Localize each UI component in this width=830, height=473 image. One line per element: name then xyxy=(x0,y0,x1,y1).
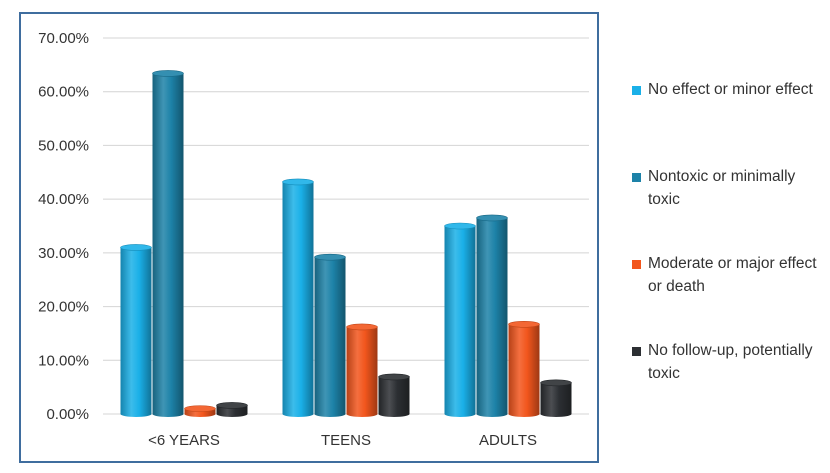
bar xyxy=(315,254,346,417)
legend-label: Nontoxic or minimally toxic xyxy=(648,165,828,211)
bar xyxy=(477,215,508,417)
category-label: <6 YEARS xyxy=(148,432,220,449)
bar xyxy=(379,374,410,417)
legend-label: No effect or minor effect xyxy=(648,78,828,101)
category-label: ADULTS xyxy=(479,432,537,449)
bar-cap xyxy=(217,402,248,408)
bar xyxy=(445,223,476,417)
bar-body xyxy=(477,218,508,417)
bar-body xyxy=(379,377,410,417)
bar-body xyxy=(347,327,378,417)
y-tick-label: 40.00% xyxy=(38,191,89,208)
bar-body xyxy=(315,257,346,417)
bar-body xyxy=(283,182,314,417)
bar-cap xyxy=(445,223,476,229)
x-axis: <6 YEARS TEENS ADULTS xyxy=(148,432,537,449)
bar-cap xyxy=(477,215,508,221)
bar-body xyxy=(120,247,151,417)
bar xyxy=(120,244,151,417)
y-tick-label: 20.00% xyxy=(38,299,89,316)
bar xyxy=(185,406,216,417)
bar-cap xyxy=(185,406,216,412)
bar-cap xyxy=(379,374,410,380)
legend-swatch xyxy=(632,347,641,356)
legend-label: No follow-up, potentially toxic xyxy=(648,339,828,385)
legend-label: Moderate or major effect or death xyxy=(648,252,828,298)
bar-chart: 0.00% 10.00% 20.00% 30.00% 40.00% 50.00% 60.00… xyxy=(21,14,597,461)
bar-cap xyxy=(347,324,378,330)
bar-body xyxy=(445,226,476,417)
bar-body xyxy=(541,383,572,417)
bar-body xyxy=(509,324,540,417)
bar xyxy=(541,380,572,417)
legend-swatch xyxy=(632,173,641,182)
y-tick-label: 0.00% xyxy=(46,406,89,423)
bar-cap xyxy=(283,179,314,185)
bar xyxy=(153,70,184,417)
bar xyxy=(509,321,540,417)
legend-swatch xyxy=(632,86,641,95)
bar xyxy=(347,324,378,417)
y-tick-label: 50.00% xyxy=(38,137,89,154)
y-tick-label: 60.00% xyxy=(38,84,89,101)
bars xyxy=(120,70,571,417)
category-label: TEENS xyxy=(321,432,371,449)
bar xyxy=(217,402,248,417)
chart-frame: 0.00% 10.00% 20.00% 30.00% 40.00% 50.00% 60.00… xyxy=(19,12,599,463)
bar-cap xyxy=(153,70,184,76)
bar-body xyxy=(153,73,184,417)
y-tick-label: 30.00% xyxy=(38,245,89,262)
y-axis: 0.00% 10.00% 20.00% 30.00% 40.00% 50.00% 60.00… xyxy=(38,30,89,423)
bar xyxy=(283,179,314,417)
y-tick-label: 10.00% xyxy=(38,352,89,369)
y-tick-label: 70.00% xyxy=(38,30,89,47)
bar-cap xyxy=(121,244,152,250)
legend-swatch xyxy=(632,260,641,269)
bar-cap xyxy=(541,380,572,386)
bar-cap xyxy=(509,321,540,327)
bar-cap xyxy=(315,254,346,260)
